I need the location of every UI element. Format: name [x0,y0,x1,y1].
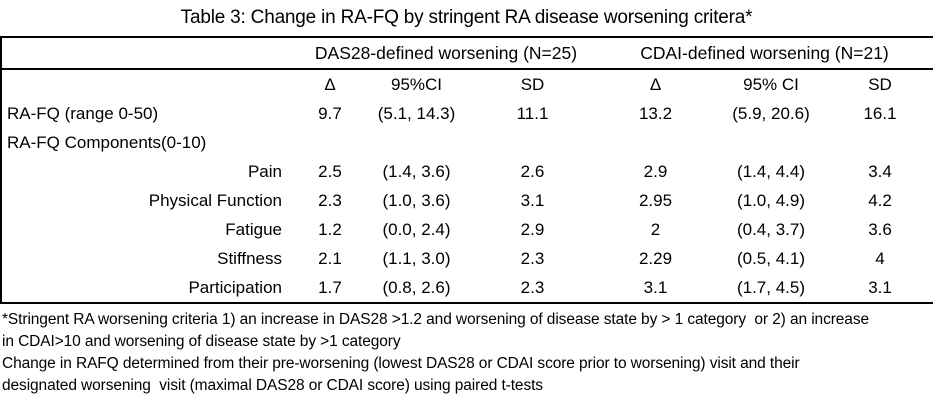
cell-ci-cdai: (1.0, 4.9) [736,190,806,210]
cell-sd-das28: 3.1 [520,190,545,210]
table-header: DAS28-defined worsening (N=25) CDAI-defi… [1,37,933,99]
row-label: RA-FQ (range 0-50) [7,103,159,123]
cell-ci-cdai: (1.4, 4.4) [736,161,806,181]
table-row: Fatigue 1.2 (0.0, 2.4) 2.9 2 (0.4, 3.7) 3.6 [1,215,933,244]
cell-sd-cdai: 3.1 [868,277,892,297]
sub-header-sd-das28: SD [520,74,545,94]
cell-sd-das28: 2.3 [520,277,545,297]
cell-ci-cdai [715,128,827,157]
row-label: Physical Function [148,190,282,210]
sub-header-ci-cdai: 95% CI [743,74,799,94]
cell-delta-cdai: 2.9 [643,161,668,181]
row-label: Participation [188,277,282,297]
cell-delta-cdai: 2.95 [638,190,673,210]
group-header-row: DAS28-defined worsening (N=25) CDAI-defi… [1,37,933,70]
cell-sd-das28: 2.6 [520,161,545,181]
cell-delta-das28: 2.5 [318,161,342,181]
cell-sd-cdai [827,128,933,157]
sub-header-row: Δ 95%CI SD Δ 95% CI SD [1,69,933,99]
cell-delta-cdai: 2.29 [638,248,673,268]
cell-ci-cdai: (0.5, 4.1) [736,248,806,268]
cell-ci-cdai: (5.9, 20.6) [732,103,810,123]
cell-delta-das28: 1.7 [318,277,342,297]
table-row: Stiffness 2.1 (1.1, 3.0) 2.3 2.29 (0.5, 4.1) 4 [1,244,933,273]
group-header-empty-cell [1,37,296,70]
table-body: RA-FQ (range 0-50) 9.7 (5.1, 14.3) 11.1 13.2… [1,99,933,303]
cell-sd-das28 [469,128,596,157]
cell-ci-das28: (1.0, 3.6) [382,190,451,210]
sub-header-delta-das28: Δ [324,74,336,94]
cell-delta-cdai: 2 [650,219,661,239]
table-row: Participation 1.7 (0.8, 2.6) 2.3 3.1 (1.7, 4.… [1,273,933,303]
row-label: RA-FQ Components(0-10) [7,132,207,152]
row-label: Fatigue [225,219,282,239]
cell-sd-cdai: 16.1 [863,103,897,123]
sub-header-ci-das28: 95%CI [390,74,443,94]
cell-delta-das28 [296,128,364,157]
group-header-das28: DAS28-defined worsening (N=25) [296,37,596,70]
footnotes: *Stringent RA worsening criteria 1) an i… [0,304,933,397]
cell-ci-das28 [364,128,469,157]
cell-sd-das28: 11.1 [516,103,549,123]
cell-delta-cdai: 13.2 [638,103,673,123]
cell-ci-das28: (0.0, 2.4) [382,219,451,239]
cell-ci-das28: (1.4, 3.6) [382,161,451,181]
cell-delta-cdai [596,128,715,157]
footnote-line: *Stringent RA worsening criteria 1) an i… [2,311,869,328]
cell-sd-das28: 2.9 [520,219,545,239]
row-label: Stiffness [217,248,282,268]
cell-ci-das28: (0.8, 2.6) [382,277,451,297]
sub-header-sd-cdai: SD [868,74,892,94]
table-row: Pain 2.5 (1.4, 3.6) 2.6 2.9 (1.4, 4.4) 3.4 [1,157,933,186]
footnote-line: designated worsening visit (maximal DAS2… [2,377,543,394]
cell-ci-das28: (1.1, 3.0) [382,248,451,268]
cell-sd-cdai: 3.6 [868,219,892,239]
cell-sd-das28: 2.3 [520,248,545,268]
footnote-line: in CDAI>10 and worsening of disease stat… [2,333,401,350]
table-row: RA-FQ Components(0-10) [1,128,933,157]
ra-fq-table: DAS28-defined worsening (N=25) CDAI-defi… [0,36,933,304]
cell-delta-das28: 9.7 [318,103,342,123]
footnote-line: Change in RAFQ determined from their pre… [2,355,800,372]
table-title: Table 3: Change in RA-FQ by stringent RA… [180,7,753,28]
table-row: Physical Function 2.3 (1.0, 3.6) 3.1 2.95 (1.… [1,186,933,215]
cell-delta-das28: 1.2 [318,219,342,239]
sub-header-delta-cdai: Δ [649,74,662,94]
cell-delta-das28: 2.3 [318,190,342,210]
cell-sd-cdai: 4 [875,248,885,268]
cell-ci-cdai: (1.7, 4.5) [736,277,806,297]
cell-ci-das28: (5.1, 14.3) [377,103,456,123]
cell-delta-cdai: 3.1 [643,277,668,297]
sub-header-empty-cell [1,69,296,99]
row-label: Pain [247,161,282,181]
table-row: RA-FQ (range 0-50) 9.7 (5.1, 14.3) 11.1 13.2… [1,99,933,128]
cell-sd-cdai: 3.4 [868,161,892,181]
group-header-cdai: CDAI-defined worsening (N=21) [596,37,933,70]
cell-ci-cdai: (0.4, 3.7) [736,219,806,239]
cell-delta-das28: 2.1 [318,248,342,268]
cell-sd-cdai: 4.2 [868,190,892,210]
